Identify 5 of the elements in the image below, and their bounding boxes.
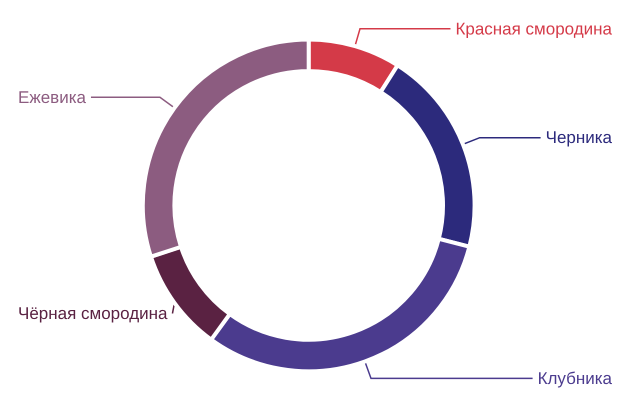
slice-label: Чёрная смородина [18, 304, 168, 323]
slice-label: Красная смородина [455, 19, 613, 38]
slice-label: Ежевика [18, 88, 87, 107]
slice-label: Черника [546, 128, 613, 148]
slice-label: Клубника [538, 368, 613, 388]
